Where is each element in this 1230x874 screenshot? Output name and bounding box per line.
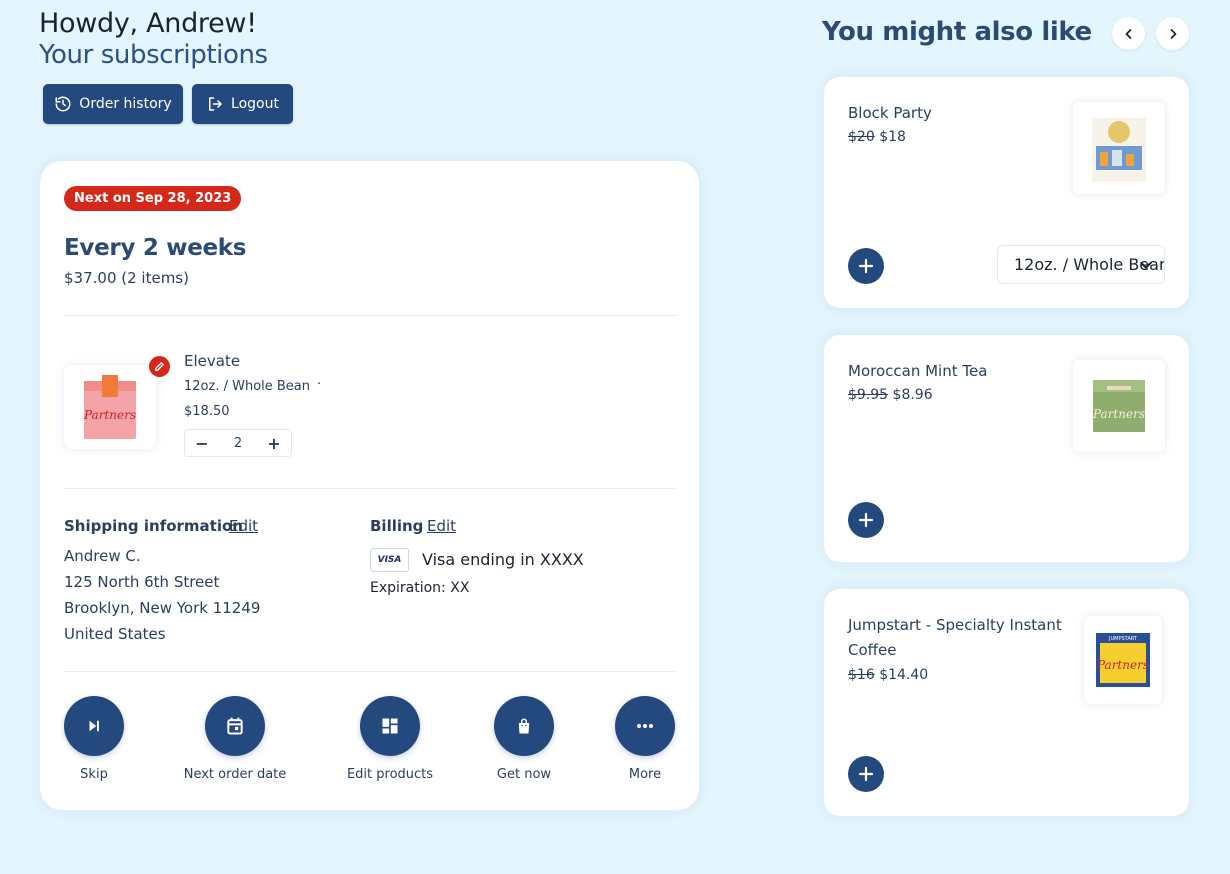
calendar-icon: [227, 717, 243, 735]
recommendation-name-line: Coffee: [848, 641, 897, 659]
more-button[interactable]: More: [575, 696, 715, 782]
next-button[interactable]: [1156, 17, 1189, 50]
svg-text:Partners: Partners: [83, 408, 136, 422]
subscription-total: $37.00 (2 items): [64, 269, 189, 287]
card-description: Visa ending in XXXX: [422, 550, 584, 569]
chevron-left-icon: [1125, 28, 1131, 39]
order-history-button[interactable]: Order history: [43, 84, 183, 124]
original-price: $20: [848, 129, 875, 145]
plus-icon: [858, 258, 874, 274]
recommendation-name: Moroccan Mint Tea: [848, 362, 988, 380]
next-order-date-label: Next order date: [183, 767, 287, 782]
original-price: $9.95: [848, 387, 889, 403]
product-image-jumpstart: JUMPSTART Partners: [1084, 616, 1162, 704]
greeting: Howdy, Andrew!: [39, 8, 257, 39]
logout-button[interactable]: Logout: [192, 84, 293, 124]
svg-text:Partners: Partners: [1096, 658, 1149, 672]
next-order-date-button[interactable]: Next order date: [165, 696, 305, 782]
subscription-frequency: Every 2 weeks: [64, 235, 247, 261]
sale-price: $8.96: [892, 387, 933, 403]
logout-label: Logout: [231, 96, 279, 112]
edit-icon: [155, 361, 165, 371]
product-image-block-party: [1073, 102, 1165, 194]
logout-icon: [209, 97, 222, 111]
divider: [64, 315, 676, 316]
add-to-subscription-button[interactable]: [848, 756, 884, 792]
quantity-value: 2: [233, 435, 243, 451]
card-expiration: Expiration: XX: [370, 580, 470, 596]
subscription-card: Next on Sep 28, 2023 Every 2 weeks $37.0…: [40, 161, 699, 810]
divider: [64, 671, 676, 672]
decrease-quantity-button[interactable]: −: [195, 433, 209, 453]
recommendation-price: $16 $14.40: [848, 667, 928, 683]
increase-quantity-button[interactable]: +: [267, 433, 281, 453]
plus-icon: [858, 766, 874, 782]
previous-button[interactable]: [1112, 17, 1145, 50]
sale-price: $18: [879, 129, 906, 145]
recommendation-price: $20 $18: [848, 129, 906, 145]
history-icon: [55, 96, 71, 112]
edit-shipping-link[interactable]: Edit: [229, 517, 259, 535]
get-now-label: Get now: [496, 767, 552, 782]
add-to-subscription-button[interactable]: [848, 502, 884, 538]
plus-icon: [858, 512, 874, 528]
edit-product-button[interactable]: [149, 356, 170, 377]
dashboard-icon: [382, 718, 398, 734]
quantity-stepper: − 2 +: [184, 429, 292, 457]
add-to-subscription-button[interactable]: [848, 248, 884, 284]
recommendation-name: Jumpstart - Specialty Instant Coffee: [848, 613, 1062, 663]
skip-label: Skip: [80, 767, 108, 782]
product-image-elevate: Partners: [64, 365, 156, 449]
shipping-street: 125 North 6th Street: [64, 573, 220, 591]
shipping-name: Andrew C.: [64, 547, 141, 565]
edit-products-button[interactable]: Edit products: [320, 696, 460, 782]
recommendations-title: You might also like: [822, 17, 1092, 47]
shipping-city: Brooklyn, New York 11249: [64, 599, 261, 617]
shopping-bag-icon: [518, 718, 530, 734]
recommendation-price: $9.95 $8.96: [848, 387, 933, 403]
sale-price: $14.40: [879, 667, 929, 683]
more-icon: [637, 724, 653, 728]
edit-billing-link[interactable]: Edit: [427, 517, 457, 535]
variant-select[interactable]: 12oz. / Whole Bean: [997, 245, 1165, 284]
skip-icon: [89, 720, 99, 732]
chevron-down-icon: [1140, 262, 1152, 269]
product-price: $18.50: [184, 404, 230, 419]
svg-text:Partners: Partners: [1092, 407, 1145, 421]
shipping-country: United States: [64, 625, 166, 643]
edit-products-label: Edit products: [346, 767, 434, 782]
recommendation-card: Jumpstart - Specialty Instant Coffee $16…: [824, 589, 1189, 816]
page-title: Your subscriptions: [39, 40, 268, 70]
variant-select-value: 12oz. / Whole Bean: [1014, 255, 1165, 274]
product-image-moroccan-mint-tea: Partners: [1073, 360, 1165, 452]
recommendation-name-line: Jumpstart - Specialty Instant: [848, 616, 1062, 634]
recommendation-card: Block Party $20 $18 12oz. / Whole Bean: [824, 77, 1189, 308]
recommendation-name: Block Party: [848, 104, 932, 122]
get-now-button[interactable]: Get now: [454, 696, 594, 782]
next-order-badge: Next on Sep 28, 2023: [64, 186, 242, 211]
chevron-right-icon: [1170, 28, 1176, 39]
recommendation-card: Moroccan Mint Tea $9.95 $8.96 Partners: [824, 335, 1189, 562]
svg-text:JUMPSTART: JUMPSTART: [1108, 636, 1138, 642]
product-variant: 12oz. / Whole Bean: [184, 379, 311, 394]
billing-heading: Billing: [370, 517, 424, 535]
order-history-label: Order history: [79, 96, 172, 112]
skip-button[interactable]: Skip: [24, 696, 164, 782]
more-label: More: [628, 767, 662, 782]
shipping-heading: Shipping information: [64, 517, 243, 535]
visa-card-icon: VISA: [370, 548, 409, 572]
variant-separator: ·: [317, 377, 322, 392]
product-name: Elevate: [184, 352, 241, 370]
original-price: $16: [848, 667, 875, 683]
divider: [64, 488, 676, 489]
